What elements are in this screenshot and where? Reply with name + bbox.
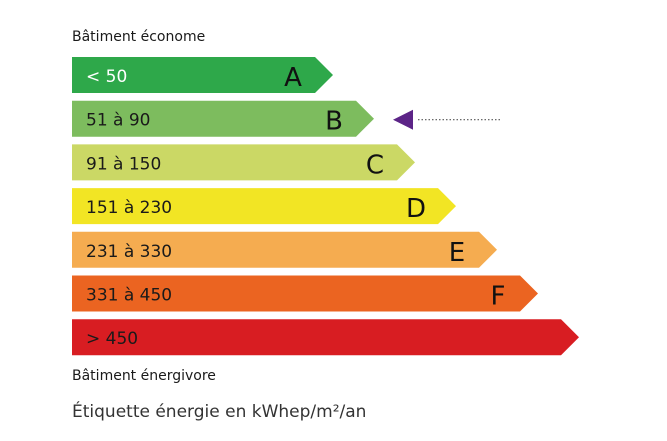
chart-title: Bâtiment économe: [72, 29, 206, 45]
bar-shape: [72, 275, 538, 312]
bar-shape: [72, 231, 497, 268]
bar-shape: [72, 144, 415, 181]
range-label: 91 à 150: [86, 154, 161, 174]
range-label: 51 à 90: [86, 111, 151, 131]
class-letter: A: [284, 63, 302, 93]
range-label: < 50: [86, 67, 127, 87]
class-letter: B: [325, 107, 343, 137]
footer-label: Bâtiment énergivore: [72, 368, 216, 384]
class-letter: F: [491, 282, 506, 312]
bar-shape: [72, 57, 333, 93]
bar-D: 151 à 230 D: [72, 188, 456, 225]
bar-shape: [72, 319, 579, 356]
range-label: 151 à 230: [86, 198, 172, 218]
class-letter: D: [406, 194, 426, 224]
bar-shape: [72, 100, 374, 137]
bar-B: 51 à 90 B: [72, 100, 374, 137]
bar-E: 231 à 330 E: [72, 231, 497, 268]
range-label: 331 à 450: [86, 286, 172, 306]
class-letter: C: [366, 150, 384, 180]
class-letter: E: [449, 238, 465, 268]
bar-C: 91 à 150 C: [72, 144, 415, 181]
indicator-arrow: [393, 109, 413, 130]
bar-shape: [72, 188, 456, 225]
bar-A: < 50 A: [72, 57, 333, 93]
bar-F: 331 à 450 F: [72, 275, 538, 312]
caption: Étiquette énergie en kWhep/m²/an: [72, 402, 367, 422]
range-label: > 450: [86, 329, 138, 349]
range-label: 231 à 330: [86, 242, 172, 262]
bar-G: > 450: [72, 319, 579, 356]
